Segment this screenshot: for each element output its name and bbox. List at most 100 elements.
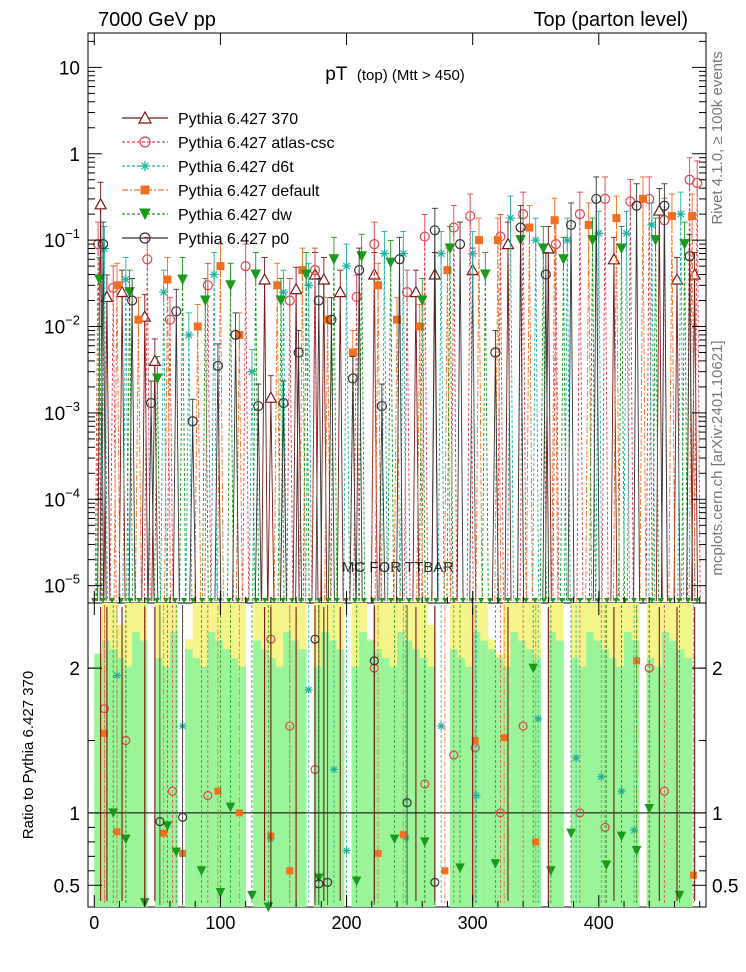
main-point [225, 280, 236, 291]
ratio-point [263, 902, 274, 913]
main-point [415, 322, 424, 331]
baseline-marker [271, 598, 277, 603]
ratio-point [100, 729, 108, 737]
baseline-marker [541, 598, 547, 603]
mcplots-source-label: mcplots.cern.ch [arXiv:2401.10621] [709, 340, 726, 575]
ratio-band-green [222, 649, 231, 907]
baseline-marker [109, 598, 115, 603]
main-point [659, 200, 670, 211]
main-point [565, 219, 577, 231]
x-tick-label: 200 [332, 913, 362, 933]
main-point [354, 264, 365, 276]
ratio-band-green [601, 649, 610, 907]
main-point [184, 330, 194, 340]
ratio-band-green [359, 631, 368, 907]
baseline-marker [253, 598, 259, 603]
main-point [159, 287, 169, 297]
ratio-band-green [298, 649, 307, 907]
main-point [692, 177, 703, 188]
ratio-point [572, 753, 581, 762]
ratio-band-green [169, 631, 178, 907]
baseline-marker [550, 598, 556, 603]
legend-label: Pythia 6.427 d6t [178, 159, 294, 176]
baseline-marker [100, 598, 106, 603]
ratio-point [566, 828, 576, 839]
main-point [250, 269, 262, 281]
legend-marker [140, 185, 150, 195]
ratio-band-green [449, 649, 458, 907]
baseline-marker [352, 598, 358, 603]
main-point [393, 315, 401, 324]
chart-title-main: pT [325, 64, 348, 85]
main-point [638, 194, 647, 203]
baseline-marker [604, 598, 610, 603]
ratio-point [121, 834, 131, 845]
ratio-band-green [533, 658, 542, 907]
ratio-band-green [215, 640, 224, 907]
baseline-marker [595, 598, 601, 603]
main-point [187, 416, 198, 427]
chart-title-sub: (top) (Mtt > 450) [357, 67, 465, 84]
ratio-band-green [518, 640, 526, 907]
ratio-point [532, 838, 540, 846]
main-point [177, 274, 188, 286]
ratio-band-green [351, 666, 360, 907]
main-point [550, 238, 562, 250]
baseline-marker [280, 598, 286, 603]
main-point [374, 281, 383, 290]
ratio-band-green [397, 631, 405, 907]
main-point [193, 322, 202, 331]
baseline-marker [424, 598, 430, 603]
x-tick-label: 300 [458, 913, 488, 933]
y-tick-label: 10−5 [44, 572, 80, 598]
main-point [537, 243, 549, 255]
ratio-band-green [381, 658, 390, 907]
ratio-band-green [154, 658, 163, 907]
ratio-point [235, 809, 243, 817]
baseline-marker [415, 598, 421, 603]
ratio-band-green [631, 640, 640, 907]
main-point [293, 347, 304, 358]
baseline-marker [505, 598, 511, 603]
main-point [264, 390, 278, 403]
main-point [493, 236, 502, 245]
baseline-marker [559, 598, 565, 603]
legend: Pythia 6.427 370 Pythia 6.427 atlas-csc Py… [122, 110, 335, 248]
ratio-band-green [124, 666, 133, 907]
y-tick-label: 10−1 [44, 226, 80, 252]
main-point [419, 231, 430, 242]
legend-marker [137, 110, 153, 124]
baseline-marker [694, 598, 700, 603]
main-point [540, 269, 551, 280]
ratio-band-green [495, 658, 504, 907]
ratio-y-tick-label-right: 0.5 [712, 876, 738, 897]
main-point [164, 314, 176, 325]
main-point [351, 291, 362, 303]
ratio-band-green [253, 640, 262, 907]
main-point [647, 220, 657, 230]
baseline-marker [262, 598, 268, 603]
ratio-point [518, 721, 528, 731]
ratio-point [177, 812, 188, 822]
main-point [304, 280, 314, 290]
baseline-marker [208, 598, 214, 603]
ratio-point [225, 802, 236, 813]
baseline-marker [460, 598, 466, 603]
baseline-marker [514, 598, 520, 603]
main-point [240, 261, 251, 272]
ratio-band-green [684, 658, 693, 907]
ratio-band-green [457, 658, 466, 907]
ratio-band-green [624, 631, 632, 907]
main-point [113, 281, 122, 290]
ratio-point [160, 829, 168, 837]
baseline-marker [190, 598, 196, 603]
baseline-marker [127, 598, 133, 603]
main-point [94, 197, 108, 210]
ratio-point [389, 834, 400, 845]
ratio-y-tick-label: 0.5 [54, 876, 80, 897]
ratio-point [419, 837, 430, 847]
legend-label: Pythia 6.427 dw [178, 207, 292, 224]
chart-title: pT (top) (Mtt > 450) [325, 64, 465, 85]
ratio-band-green [139, 640, 148, 907]
